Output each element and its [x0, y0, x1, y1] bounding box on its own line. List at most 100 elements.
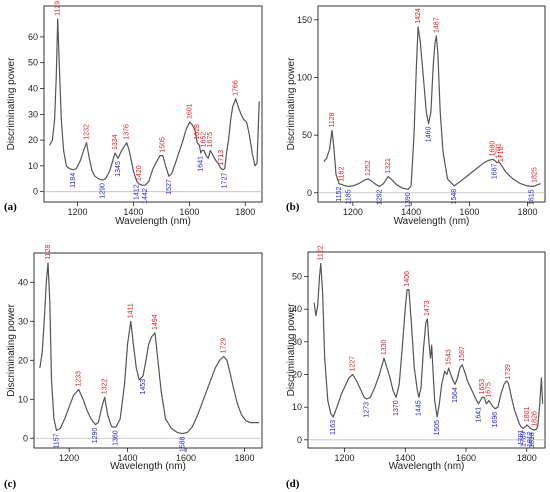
y-tick-label: 60	[28, 32, 38, 42]
panel-letter: (a)	[4, 201, 17, 213]
y-tick-label: 20	[18, 355, 28, 365]
peak-label: 1411	[128, 303, 135, 318]
peak-label: 1826	[532, 411, 539, 427]
panel-letter: (c)	[4, 478, 17, 490]
peak-label: 1766	[233, 80, 240, 96]
trough-label: 1152	[336, 186, 343, 201]
peak-label: 1729	[221, 338, 228, 354]
plot-frame	[43, 5, 263, 203]
x-tick-label: 1600	[456, 453, 476, 463]
peak-label: 1252	[365, 160, 372, 176]
trough-label: 1781	[518, 430, 525, 446]
y-tick-label: 50	[292, 272, 302, 282]
x-tick-label: 1800	[234, 453, 254, 463]
trough-label: 1453	[140, 379, 147, 395]
plot-frame	[317, 5, 546, 203]
trough-label: 1641	[475, 407, 482, 423]
y-tick-label: 20	[28, 135, 38, 145]
peak-label: 1601	[186, 103, 193, 119]
x-tick-label: 1200	[334, 453, 354, 463]
x-tick-label: 1600	[459, 207, 479, 217]
peak-label: 1334	[112, 134, 119, 150]
peak-label: 1494	[152, 314, 159, 330]
trough-label: 1818	[529, 432, 536, 448]
trough-label: 1815	[529, 189, 536, 205]
peak-label: 1825	[532, 167, 539, 183]
trough-label: 1460	[425, 126, 432, 142]
peak-label: 1330	[381, 339, 388, 355]
trough-label: 1548	[451, 189, 458, 205]
peak-label: 1376	[124, 124, 131, 140]
x-tick-label: 1400	[118, 453, 138, 463]
series-line	[49, 18, 260, 186]
peak-label: 1675	[486, 382, 493, 398]
trough-label: 1442	[142, 188, 149, 204]
peak-label: 1587	[459, 346, 466, 362]
x-axis-label: Wavelength (nm)	[110, 461, 186, 472]
peak-label: 1473	[424, 300, 431, 316]
x-tick-label: 1800	[518, 207, 538, 217]
trough-label: 1345	[115, 161, 122, 177]
trough-label: 1564	[452, 387, 459, 403]
trough-label: 1445	[416, 400, 423, 416]
peak-label: 1129	[55, 1, 62, 16]
x-tick-label: 1200	[59, 453, 79, 463]
x-tick-label: 1200	[68, 207, 88, 217]
y-tick-label: 30	[18, 316, 28, 326]
trough-label: 1290	[92, 427, 99, 443]
y-tick-label: 0	[33, 187, 38, 197]
x-tick-label: 1400	[395, 453, 415, 463]
y-tick-label: 50	[302, 130, 312, 140]
x-tick-label: 1400	[401, 207, 421, 217]
peak-label: 1227	[350, 356, 357, 372]
peak-label: 1652	[201, 132, 208, 148]
panel-a: 1200 1400 1600 1800 0 10 20 30 40 50 60 Wavelength …	[4, 1, 263, 227]
peak-label: 1801	[524, 406, 531, 422]
trough-label: 1360	[113, 430, 120, 446]
y-tick-label: 10	[28, 161, 38, 171]
x-tick-label: 1400	[123, 207, 143, 217]
peak-label: 1739	[505, 364, 512, 380]
x-axis-label: Wavelength (nm)	[394, 216, 470, 227]
y-tick-label: 0	[307, 188, 312, 198]
trough-label: 1687	[491, 163, 498, 179]
peak-label: 1653	[479, 379, 486, 395]
peak-label: 1406	[404, 271, 411, 287]
trough-label: 1812	[527, 431, 534, 447]
trough-label: 1390	[405, 192, 412, 208]
y-axis-label: Discriminating power	[6, 303, 17, 396]
trough-label: 1696	[492, 412, 499, 428]
x-axis-label: Wavelength (nm)	[389, 461, 465, 472]
plot-frame	[307, 251, 546, 449]
trough-label: 1527	[166, 179, 173, 195]
trough-label: 1292	[377, 189, 384, 205]
trough-label: 1370	[393, 400, 400, 416]
y-tick-label: 150	[297, 15, 312, 25]
peak-label: 1487	[433, 17, 440, 33]
y-tick-label: 30	[292, 337, 302, 347]
peak-label: 1321	[385, 158, 392, 174]
trough-label: 1412	[134, 184, 141, 200]
y-tick-label: 10	[18, 394, 28, 404]
peak-label: 1232	[83, 124, 90, 140]
plot-frame	[33, 252, 263, 449]
panel-b: 1200 1400 1600 1800 0 50 100 150 Wavelength (nm)…	[286, 5, 546, 227]
peak-label: 1420	[136, 165, 143, 181]
peak-label: 1233	[76, 371, 83, 387]
peak-label: 1680	[489, 141, 496, 157]
y-tick-label: 20	[292, 370, 302, 380]
y-axis-label: Discriminating power	[286, 303, 297, 396]
peak-label: 1128	[45, 245, 52, 260]
trough-label: 1789	[520, 431, 527, 447]
trough-label: 1505	[434, 420, 441, 436]
trough-label: 1588	[179, 436, 186, 452]
peak-label: 1424	[415, 8, 422, 24]
y-axis-label: Discriminating power	[286, 57, 297, 150]
peak-label: 1505	[160, 137, 167, 153]
peak-label: 1128	[329, 112, 336, 127]
y-tick-label: 40	[292, 304, 302, 314]
y-tick-label: 0	[297, 435, 302, 445]
peak-label: 1162	[339, 167, 346, 182]
x-tick-label: 1600	[179, 207, 199, 217]
x-tick-label: 1800	[235, 207, 255, 217]
